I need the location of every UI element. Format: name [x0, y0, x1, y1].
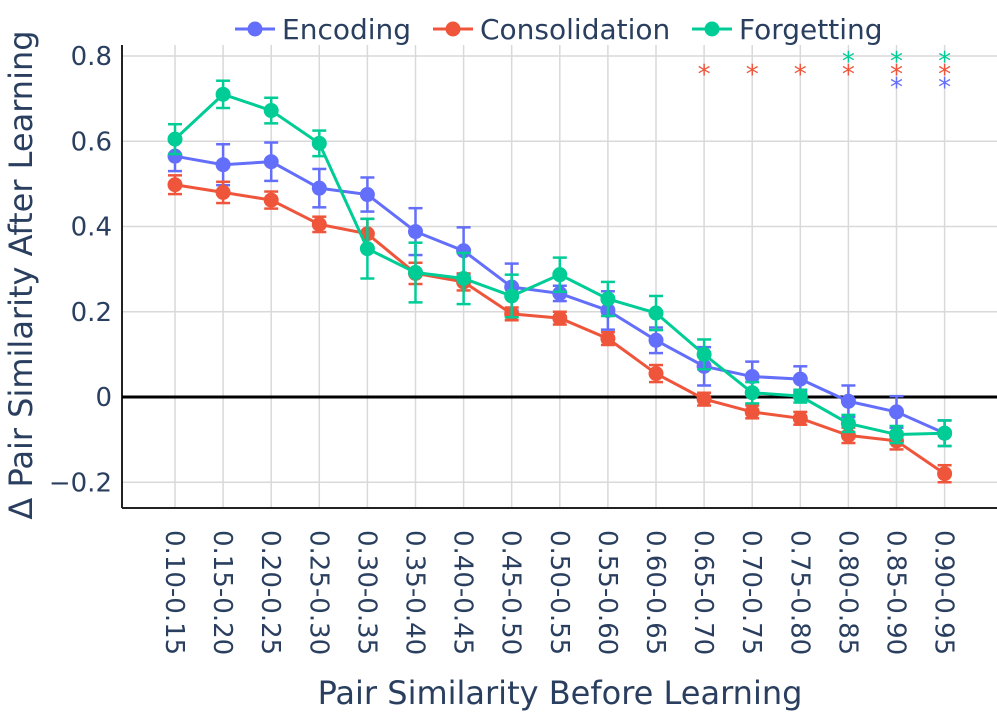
x-tick-label: 0.60-0.65	[640, 530, 670, 655]
y-axis-title: Δ Pair Similarity After Learning	[2, 30, 40, 519]
legend-label: Encoding	[282, 13, 411, 46]
significance-star: *	[890, 47, 903, 77]
data-point[interactable]	[456, 271, 472, 287]
data-point[interactable]	[263, 192, 279, 208]
significance-star: *	[698, 60, 711, 90]
data-point[interactable]	[408, 224, 423, 240]
significance-star: *	[890, 60, 903, 90]
data-point[interactable]	[937, 466, 953, 482]
data-point[interactable]	[311, 216, 327, 232]
x-tick-label: 0.65-0.70	[688, 530, 718, 655]
significance-markers: * ** * * * * ** * *	[698, 47, 952, 103]
legend-item-encoding[interactable]: Encoding	[235, 13, 411, 46]
data-point[interactable]	[552, 310, 568, 326]
significance-star: *	[746, 60, 759, 90]
legend-item-forgetting[interactable]: Forgetting	[692, 13, 883, 46]
data-point[interactable]	[456, 243, 472, 259]
legend-swatch-marker	[704, 21, 720, 37]
data-point[interactable]	[648, 332, 664, 348]
x-tick-label: 0.55-0.60	[592, 530, 622, 655]
x-tick-label: 0.30-0.35	[351, 530, 381, 655]
significance-star: *	[794, 60, 807, 90]
significance-star: *	[842, 47, 855, 77]
x-tick-label: 0.40-0.45	[448, 530, 478, 655]
data-point[interactable]	[792, 388, 808, 404]
x-tick-label: 0.90-0.95	[929, 530, 959, 655]
axes-layer: −0.2 0 0.2 0.4 0.6 0.8 0.10-0.15 0.15-0.20 0.20-…	[49, 42, 997, 655]
x-tick-label: 0.85-0.90	[881, 530, 911, 655]
y-tick-label: 0	[95, 383, 112, 413]
data-point[interactable]	[889, 404, 904, 420]
y-tick-label: −0.2	[49, 468, 112, 498]
data-point[interactable]	[937, 425, 953, 441]
data-point[interactable]	[648, 366, 664, 382]
x-tick-label: 0.80-0.85	[832, 530, 862, 655]
series-layer	[167, 79, 953, 484]
data-point[interactable]	[792, 410, 808, 426]
x-tick-label: 0.75-0.80	[784, 530, 814, 655]
legend-item-consolidation[interactable]: Consolidation	[433, 13, 670, 46]
data-point[interactable]	[408, 265, 423, 281]
y-tick-label: 0.8	[71, 42, 112, 72]
data-point[interactable]	[696, 346, 712, 362]
x-tick-label: 0.45-0.50	[496, 530, 526, 655]
legend-swatch-marker	[247, 21, 263, 37]
data-point[interactable]	[215, 157, 231, 173]
data-point[interactable]	[744, 404, 760, 420]
y-tick-label: 0.6	[71, 127, 112, 157]
data-point[interactable]	[889, 427, 904, 443]
data-point[interactable]	[215, 184, 231, 200]
data-point[interactable]	[648, 305, 664, 321]
data-point[interactable]	[840, 415, 856, 431]
data-point[interactable]	[359, 241, 375, 257]
x-tick-label: 0.70-0.75	[736, 530, 766, 655]
legend-label: Forgetting	[739, 13, 883, 46]
data-point[interactable]	[263, 154, 279, 170]
significance-star: *	[938, 60, 951, 90]
data-point[interactable]	[600, 331, 616, 347]
data-point[interactable]	[552, 285, 568, 301]
data-point[interactable]	[600, 291, 616, 307]
data-point[interactable]	[744, 369, 760, 385]
legend-swatch-marker	[445, 21, 461, 37]
significance-star: *	[890, 73, 903, 103]
data-point[interactable]	[215, 86, 231, 102]
significance-star: *	[842, 60, 855, 90]
data-point[interactable]	[696, 391, 712, 407]
x-tick-label: 0.10-0.15	[159, 530, 189, 655]
x-tick-label: 0.50-0.55	[544, 530, 574, 655]
data-point[interactable]	[311, 135, 327, 151]
data-point[interactable]	[552, 267, 568, 283]
data-point[interactable]	[359, 187, 375, 203]
y-tick-label: 0.2	[71, 298, 112, 328]
data-point[interactable]	[311, 180, 327, 196]
data-point[interactable]	[840, 393, 856, 409]
x-tick-label: 0.35-0.40	[400, 530, 430, 655]
grid-layer	[122, 45, 997, 508]
significance-star: *	[938, 47, 951, 77]
legend-label: Consolidation	[480, 13, 670, 46]
data-point[interactable]	[792, 371, 808, 387]
y-tick-label: 0.4	[71, 213, 112, 243]
x-tick-label: 0.15-0.20	[207, 530, 237, 655]
x-axis-title: Pair Similarity Before Learning	[318, 674, 803, 712]
data-point[interactable]	[167, 177, 183, 193]
x-tick-label: 0.20-0.25	[255, 530, 285, 655]
legend[interactable]: Encoding Consolidation Forgetting	[235, 13, 883, 46]
significance-star: *	[938, 73, 951, 103]
data-point[interactable]	[504, 288, 520, 304]
x-tick-label: 0.25-0.30	[303, 530, 333, 655]
data-point[interactable]	[744, 385, 760, 401]
series-forgetting	[167, 79, 953, 448]
data-point[interactable]	[167, 131, 183, 147]
data-point[interactable]	[263, 103, 279, 119]
data-point[interactable]	[167, 148, 183, 164]
